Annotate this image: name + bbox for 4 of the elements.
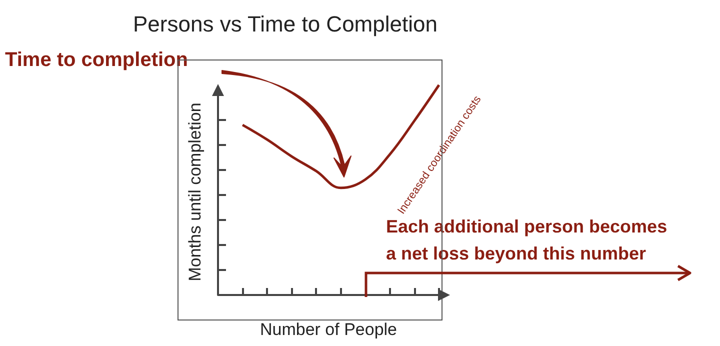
chart-title: Persons vs Time to Completion: [133, 12, 438, 36]
text: Time to completion: [5, 49, 188, 71]
y-axis-title: Months until completion: [186, 102, 204, 282]
x-axis-title: Number of People: [260, 320, 398, 339]
